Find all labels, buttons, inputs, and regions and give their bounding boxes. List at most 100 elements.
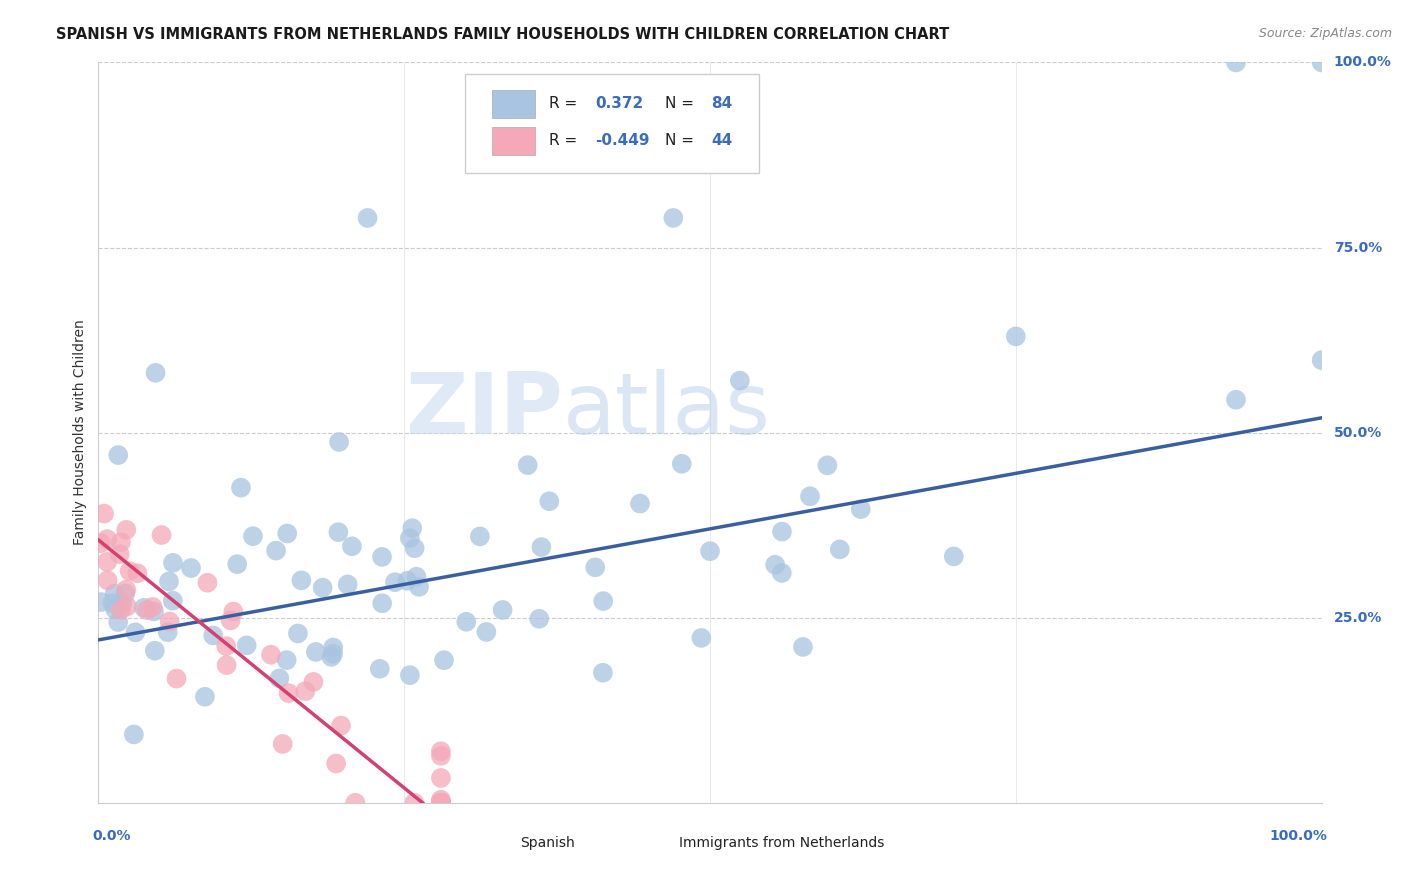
Point [583, 560, 606, 574]
Point [430, 796, 453, 810]
Point [404, 796, 426, 810]
Point [166, 672, 188, 686]
FancyBboxPatch shape [478, 833, 512, 853]
Point [269, 672, 291, 686]
Point [356, 211, 378, 225]
Point [90, 595, 112, 609]
Point [96, 555, 118, 569]
Point [115, 582, 138, 597]
Point [197, 575, 219, 590]
Point [792, 640, 814, 654]
Text: -0.449: -0.449 [595, 134, 650, 148]
Point [142, 599, 165, 614]
Text: R =: R = [548, 96, 576, 112]
Text: 84: 84 [711, 96, 733, 112]
Point [101, 596, 124, 610]
Point [690, 631, 713, 645]
Point [799, 489, 821, 503]
Point [142, 604, 165, 618]
Point [115, 523, 138, 537]
Point [157, 574, 180, 589]
Text: 25.0%: 25.0% [1334, 611, 1382, 624]
Text: N =: N = [665, 134, 693, 148]
Point [322, 647, 344, 661]
Point [368, 662, 391, 676]
Point [491, 603, 513, 617]
Point [728, 374, 751, 388]
Point [311, 581, 333, 595]
Point [456, 615, 478, 629]
Point [396, 574, 419, 588]
Point [150, 528, 173, 542]
Point [229, 481, 252, 495]
FancyBboxPatch shape [637, 833, 671, 853]
Point [384, 575, 406, 590]
Point [770, 524, 793, 539]
Point [516, 458, 538, 472]
Point [287, 626, 309, 640]
Point [344, 796, 367, 810]
Point [430, 796, 453, 810]
Point [96, 532, 118, 546]
Point [110, 603, 132, 617]
Point [468, 529, 491, 543]
Point [408, 580, 430, 594]
Text: 50.0%: 50.0% [1334, 425, 1382, 440]
Point [430, 771, 453, 785]
Point [276, 653, 298, 667]
Point [215, 658, 238, 673]
Point [215, 639, 238, 653]
Point [305, 645, 328, 659]
Point [226, 557, 249, 571]
Point [699, 544, 721, 558]
Point [235, 638, 257, 652]
Point [1225, 392, 1247, 407]
Point [294, 684, 316, 698]
Point [90, 536, 112, 550]
Point [93, 507, 115, 521]
Text: 100.0%: 100.0% [1334, 55, 1392, 70]
Point [430, 796, 453, 810]
Point [1004, 329, 1026, 343]
Point [180, 561, 202, 575]
Point [110, 535, 132, 549]
Text: Spanish: Spanish [520, 836, 575, 850]
Point [430, 748, 453, 763]
Point [115, 599, 138, 614]
Point [194, 690, 217, 704]
Point [330, 718, 353, 732]
Point [260, 648, 283, 662]
Point [1225, 55, 1247, 70]
Point [430, 744, 453, 758]
Text: atlas: atlas [564, 369, 772, 452]
Point [118, 564, 141, 578]
Point [111, 597, 134, 611]
Point [290, 574, 312, 588]
Point [815, 458, 838, 473]
Point [430, 796, 453, 810]
FancyBboxPatch shape [465, 73, 759, 173]
Point [277, 686, 299, 700]
Point [276, 526, 298, 541]
Point [162, 593, 184, 607]
Point [404, 541, 426, 556]
Point [763, 558, 786, 572]
Point [662, 211, 685, 225]
Text: 0.0%: 0.0% [93, 829, 131, 843]
Point [127, 566, 149, 581]
Point [430, 796, 453, 810]
Point [371, 549, 394, 564]
Point [430, 796, 453, 810]
Point [849, 502, 872, 516]
Point [401, 521, 423, 535]
Point [321, 649, 343, 664]
Point [1310, 55, 1333, 70]
Point [336, 577, 359, 591]
Text: Immigrants from Netherlands: Immigrants from Netherlands [679, 836, 884, 850]
Point [430, 793, 453, 807]
Point [156, 625, 179, 640]
Point [671, 457, 693, 471]
Point [527, 612, 550, 626]
Point [592, 594, 614, 608]
Point [322, 640, 344, 655]
